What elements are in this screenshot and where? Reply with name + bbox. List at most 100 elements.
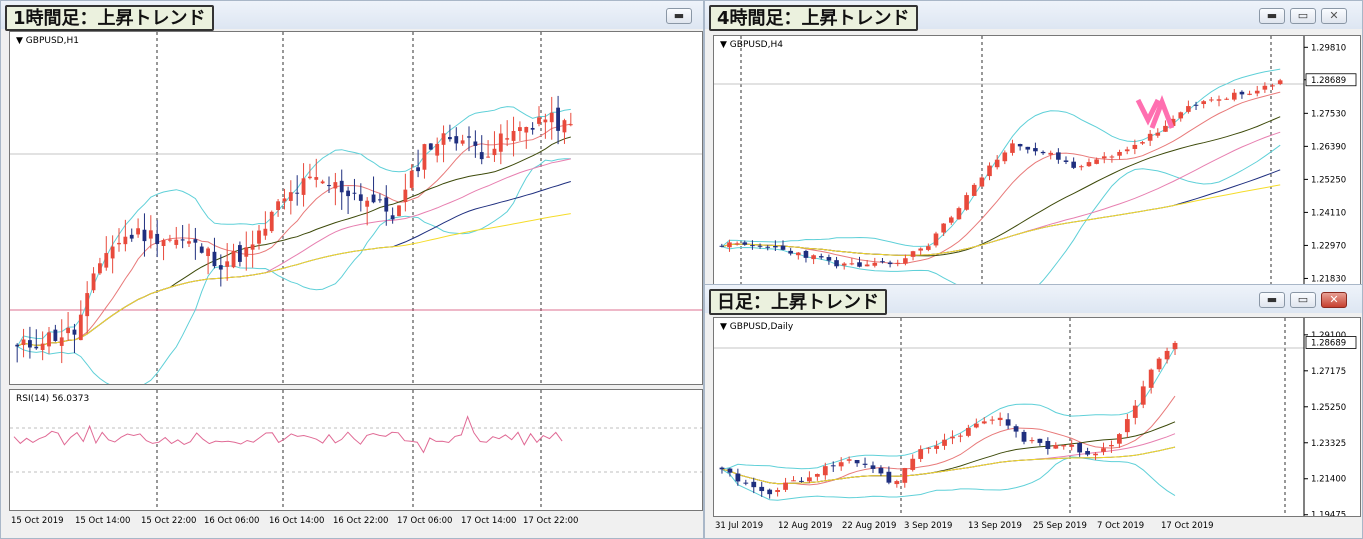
candle-body [1140,386,1146,405]
candle-body [1048,152,1054,155]
candle-body [460,140,465,144]
candle [1277,78,1283,86]
candle [269,210,274,234]
candle [822,462,828,480]
candle [568,112,573,127]
candle-body [719,467,725,470]
candle-body [352,192,357,194]
candle-body [180,239,185,241]
candle-body [301,178,306,195]
candle [956,206,962,220]
candle-body [878,467,884,474]
close-button[interactable]: ✕ [1321,8,1347,24]
ma-long [721,446,1176,485]
candle [403,173,408,212]
candle-body [66,327,70,334]
candle [212,237,217,269]
candle [965,424,971,438]
candle [352,178,357,201]
candle [257,225,261,250]
candle [942,433,947,450]
candle [1025,146,1031,154]
candle [1053,442,1059,449]
candle [518,121,522,141]
candle-body [34,346,39,349]
candle-body [1270,85,1275,87]
candle-body [1085,451,1090,455]
candle-body [1231,92,1237,100]
candle [807,471,812,483]
candle [448,124,452,142]
chart-window-h1[interactable]: 1時間足：上昇トレンド ▬ ▼ GBPUSD,H1 RSI(14) 56.037… [0,0,704,539]
candle-body [934,445,939,449]
candle-body [1254,90,1260,94]
candle [788,248,793,256]
maximize-button[interactable]: ▭ [1290,292,1316,308]
candle-body [941,223,946,233]
maximize-button[interactable]: ▭ [1290,8,1316,24]
candle-body [1010,143,1015,153]
candle-body [518,127,522,132]
minimize-button[interactable]: ▬ [1259,8,1285,24]
rsi-panel[interactable]: RSI(14) 56.0373 [9,389,703,511]
candle [750,240,755,250]
candle [1209,96,1214,103]
window-title-tag: 1時間足：上昇トレンド [5,5,214,31]
candle-body [1164,350,1170,360]
candle [511,116,516,157]
time-tick-label: 25 Sep 2019 [1033,521,1087,531]
candle-body [422,144,427,170]
candle [926,243,931,252]
candle [460,134,465,146]
candle-body [791,480,796,482]
candle [1132,399,1138,425]
candle [505,120,510,147]
candle-body [1239,91,1245,95]
candle [543,113,548,139]
candle [422,143,427,179]
candle [1063,156,1069,165]
candle-body [397,205,401,217]
candle-body [1069,444,1075,447]
candle-body [1109,156,1115,158]
candle [53,324,58,342]
candle-body [796,252,801,256]
candle-body [1124,419,1130,433]
price-tick-label: 1.27530 [1311,109,1346,119]
main-chart-plot[interactable]: ▼ GBPUSD,H1 [9,31,703,385]
candle-body [1109,445,1114,447]
candle-body [757,245,763,247]
candle-body [250,244,255,250]
minimize-button[interactable]: ▬ [666,8,692,24]
candle [1147,130,1153,146]
chart-window-daily[interactable]: 日足：上昇トレンド ▬ ▭ ✕ ▼ GBPUSD,Daily 1.29100 1.… [704,284,1363,539]
candle-body [1053,445,1059,449]
candle [803,249,809,263]
candle [1086,158,1092,167]
candle [818,253,824,260]
chart-window-h4[interactable]: 4時間足：上昇トレンド ▬ ▭ ✕ ▼ GBPUSD,H4 1.29810 1.2… [704,0,1363,288]
candle-body [435,143,440,156]
candle-body [894,481,900,485]
candle [1178,111,1184,122]
candle [1093,452,1098,461]
candle-body [1247,93,1252,95]
candle [218,254,223,287]
candle [206,246,210,275]
main-chart-plot[interactable]: ▼ GBPUSD,Daily 1.29100 1.27175 1.25250 1.23… [713,317,1361,517]
main-chart-plot[interactable]: ▼ GBPUSD,H4 1.29810 1.28689 1.27530 1.26390… [713,35,1361,287]
candle [1201,100,1206,109]
close-button[interactable]: ✕ [1321,292,1347,308]
minimize-button[interactable]: ▬ [1259,292,1285,308]
candle-body [263,228,268,236]
candle [378,193,382,203]
candle-body [448,137,452,140]
candle-body [854,459,860,464]
bollinger-lower [721,144,1281,286]
candle-body [85,293,90,317]
candle-body [1077,443,1083,453]
bollinger-upper [721,347,1176,470]
candle-body [887,262,893,265]
candle [1254,85,1260,97]
candle-body [498,133,503,152]
